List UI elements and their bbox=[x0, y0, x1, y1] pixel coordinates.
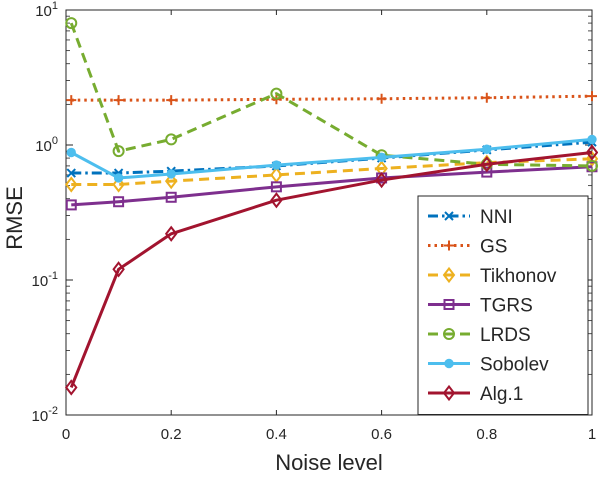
data-point-marker bbox=[481, 166, 493, 178]
x-tick-label: 0.2 bbox=[161, 426, 182, 443]
legend-entry: TGRS bbox=[428, 296, 533, 317]
data-point-marker bbox=[165, 191, 177, 203]
y-tick-label: 10-1 bbox=[32, 270, 58, 290]
legend-label: Alg.1 bbox=[480, 384, 523, 405]
legend-entry: NNI bbox=[428, 207, 513, 228]
x-axis-label: Noise level bbox=[275, 450, 383, 475]
x-tick-label: 0.8 bbox=[476, 426, 497, 443]
data-point-marker bbox=[113, 95, 124, 106]
data-point-marker bbox=[113, 173, 124, 183]
x-tick-label: 1 bbox=[588, 426, 596, 443]
data-point-marker bbox=[112, 261, 125, 278]
data-point-marker bbox=[112, 176, 125, 193]
legend-entry: GS bbox=[428, 237, 507, 258]
legend-marker bbox=[443, 299, 455, 310]
data-point-marker bbox=[64, 379, 78, 396]
y-tick-label: 100 bbox=[35, 135, 58, 155]
data-point-marker bbox=[113, 196, 125, 208]
legend-marker bbox=[443, 328, 455, 340]
data-point-marker bbox=[112, 145, 125, 158]
data-point-marker bbox=[270, 192, 283, 209]
data-point-marker bbox=[376, 152, 387, 163]
data-point-marker bbox=[166, 95, 177, 106]
data-point-marker bbox=[481, 92, 492, 103]
data-point-marker bbox=[164, 172, 178, 190]
data-point-marker bbox=[271, 160, 282, 170]
legend-entry: Sobolev bbox=[428, 355, 549, 376]
series-gs bbox=[66, 91, 597, 106]
legend-entry: Tikhonov bbox=[428, 266, 557, 287]
series-layer bbox=[64, 17, 598, 396]
axes: 0 0.2 0.4 0.6 0.8 1 10-2 10-1 100 101 bbox=[32, 0, 597, 443]
legend-label: NNI bbox=[480, 207, 513, 228]
legend-label: Sobolev bbox=[480, 355, 549, 376]
legend-marker bbox=[442, 384, 456, 402]
data-point-marker bbox=[270, 181, 282, 193]
data-point-marker bbox=[587, 91, 597, 102]
data-point-marker bbox=[375, 171, 388, 189]
legend-label: Tikhonov bbox=[480, 266, 557, 287]
data-point-marker bbox=[165, 133, 178, 146]
x-tick-label: 0.6 bbox=[371, 426, 392, 443]
data-point-marker bbox=[270, 87, 283, 100]
series-line bbox=[71, 94, 593, 102]
legend: NNI GS Tikhonov TGRS LRDS Sobolev Alg.1 bbox=[417, 195, 589, 415]
data-point-marker bbox=[64, 176, 78, 193]
series-line bbox=[71, 157, 593, 186]
series-line bbox=[69, 151, 593, 389]
series-line bbox=[69, 22, 593, 168]
data-point-marker bbox=[587, 134, 597, 145]
series-alg-1 bbox=[64, 144, 598, 396]
y-axis-label: RMSE bbox=[2, 186, 27, 250]
x-tick-label: 0.4 bbox=[266, 426, 287, 443]
legend-marker bbox=[444, 358, 454, 369]
legend-entry: Alg.1 bbox=[428, 384, 523, 405]
data-point-marker bbox=[480, 156, 494, 173]
data-point-marker bbox=[585, 144, 598, 161]
x-tick-label: 0 bbox=[62, 426, 70, 443]
legend-marker bbox=[444, 211, 454, 221]
legend-marker bbox=[442, 266, 456, 284]
legend-label: GS bbox=[480, 237, 507, 258]
y-tick-label: 101 bbox=[35, 0, 58, 20]
y-tick-label: 10-2 bbox=[32, 405, 58, 425]
data-point-marker bbox=[65, 17, 78, 30]
data-point-marker bbox=[166, 169, 176, 179]
data-point-marker bbox=[65, 199, 77, 211]
legend-entry: LRDS bbox=[428, 325, 531, 346]
data-point-marker bbox=[586, 159, 598, 172]
series-sobolev bbox=[66, 134, 597, 183]
data-point-marker bbox=[66, 168, 76, 178]
legend-marker bbox=[444, 240, 454, 251]
data-point-marker bbox=[66, 95, 77, 106]
legend-label: LRDS bbox=[480, 325, 531, 346]
legend-label: TGRS bbox=[480, 296, 533, 317]
data-point-marker bbox=[164, 225, 178, 242]
plot-area-frame bbox=[65, 9, 593, 416]
data-point-marker bbox=[482, 144, 492, 154]
data-point-marker bbox=[376, 93, 387, 104]
data-point-marker bbox=[66, 147, 76, 158]
data-point-marker bbox=[585, 150, 598, 167]
